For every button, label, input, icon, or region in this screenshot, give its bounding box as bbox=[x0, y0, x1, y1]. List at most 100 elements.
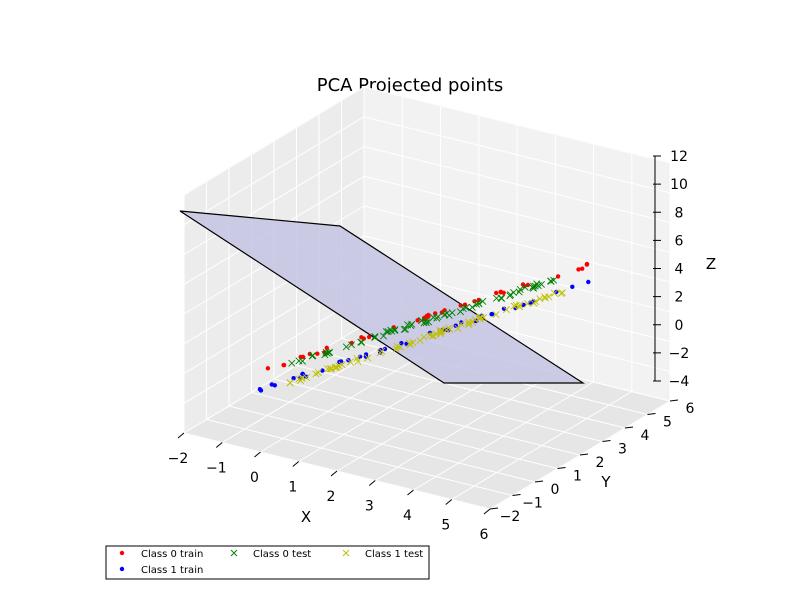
data-point bbox=[462, 304, 470, 312]
data-point bbox=[459, 320, 464, 325]
data-point bbox=[441, 311, 449, 319]
data-point bbox=[364, 354, 372, 362]
data-point bbox=[366, 334, 372, 340]
data-point bbox=[346, 358, 354, 366]
y-tick-label: 0 bbox=[551, 482, 560, 498]
data-point bbox=[510, 288, 518, 297]
data-point bbox=[426, 314, 431, 319]
legend-marker bbox=[342, 549, 350, 557]
legend: Class 0 train Class 1 train Class 0 test Cl… bbox=[105, 545, 430, 580]
y-tick-label: 4 bbox=[641, 428, 650, 444]
data-point bbox=[416, 336, 424, 345]
x-tick bbox=[483, 508, 491, 515]
z-tick-label: −4 bbox=[669, 374, 690, 390]
data-point bbox=[324, 365, 332, 373]
data-point bbox=[299, 357, 307, 365]
data-point bbox=[429, 313, 437, 321]
y-tick bbox=[602, 440, 611, 442]
plane-layer bbox=[179, 210, 586, 384]
data-point bbox=[422, 319, 430, 327]
data-point bbox=[492, 294, 501, 302]
y-tick bbox=[579, 453, 589, 456]
data-point bbox=[342, 343, 350, 351]
data-point bbox=[476, 315, 484, 323]
data-point bbox=[545, 293, 553, 301]
data-point bbox=[393, 343, 401, 351]
data-point bbox=[265, 366, 271, 371]
y-tick bbox=[647, 413, 656, 415]
data-point bbox=[502, 306, 510, 314]
y-tick-label: 5 bbox=[663, 415, 672, 431]
y-tick bbox=[624, 426, 634, 429]
data-point bbox=[524, 300, 532, 308]
data-point bbox=[536, 295, 544, 303]
y-tick bbox=[512, 494, 521, 496]
pca-plane bbox=[179, 210, 586, 384]
data-point bbox=[465, 321, 473, 329]
data-point bbox=[570, 284, 575, 289]
data-point bbox=[399, 341, 404, 346]
legend-label: Class 1 test bbox=[365, 549, 423, 560]
data-point bbox=[510, 302, 518, 310]
z-tick-label: 2 bbox=[675, 290, 684, 306]
series-class-1-test bbox=[286, 289, 566, 387]
data-point bbox=[446, 325, 454, 333]
data-point bbox=[558, 289, 566, 297]
data-point bbox=[501, 290, 506, 295]
x-tick-label: 2 bbox=[327, 489, 336, 505]
data-point bbox=[507, 291, 515, 299]
data-point bbox=[371, 333, 379, 341]
data-point bbox=[288, 359, 296, 367]
x-tick bbox=[215, 442, 223, 448]
z-tick-label: −2 bbox=[669, 346, 690, 362]
data-point bbox=[515, 288, 523, 296]
data-point bbox=[258, 388, 264, 393]
z-tick-label: 6 bbox=[675, 233, 684, 249]
data-point bbox=[324, 345, 329, 350]
data-point bbox=[376, 349, 384, 357]
data-point bbox=[327, 365, 335, 373]
x-tick bbox=[368, 480, 376, 486]
data-point bbox=[490, 311, 495, 317]
data-point bbox=[580, 266, 585, 271]
data-point bbox=[357, 338, 365, 346]
data-point bbox=[382, 328, 390, 336]
z-tick-label: 4 bbox=[675, 262, 684, 278]
data-point bbox=[332, 364, 340, 372]
data-point bbox=[354, 357, 362, 365]
legend-label: Class 1 train bbox=[141, 565, 203, 576]
data-point bbox=[547, 277, 555, 285]
data-point bbox=[320, 368, 325, 373]
data-point bbox=[586, 279, 591, 285]
data-point bbox=[382, 346, 388, 352]
data-point bbox=[322, 348, 330, 356]
data-point bbox=[309, 351, 317, 360]
z-tick-label: 8 bbox=[675, 205, 684, 221]
data-point bbox=[576, 267, 581, 272]
points-layer bbox=[257, 261, 591, 393]
data-point bbox=[492, 311, 500, 319]
data-point bbox=[468, 303, 476, 311]
grid-line-y bbox=[341, 100, 648, 415]
legend-marker bbox=[119, 566, 125, 572]
data-point bbox=[333, 363, 341, 371]
z-tick-label: 12 bbox=[670, 149, 688, 165]
data-point bbox=[530, 284, 538, 292]
data-point bbox=[512, 301, 520, 309]
data-point bbox=[456, 308, 464, 316]
data-point bbox=[281, 362, 287, 368]
x-tick-label: −1 bbox=[206, 461, 227, 477]
y-tick bbox=[669, 399, 679, 402]
chart-title: PCA Projected points bbox=[317, 75, 504, 96]
y-tick bbox=[489, 507, 499, 510]
data-point bbox=[584, 262, 590, 267]
data-point bbox=[550, 289, 558, 297]
data-point bbox=[392, 345, 401, 353]
data-point bbox=[501, 306, 507, 311]
y-tick-label: 3 bbox=[618, 442, 627, 458]
data-point bbox=[529, 282, 537, 290]
x-tick bbox=[330, 470, 338, 477]
data-point bbox=[371, 333, 379, 341]
